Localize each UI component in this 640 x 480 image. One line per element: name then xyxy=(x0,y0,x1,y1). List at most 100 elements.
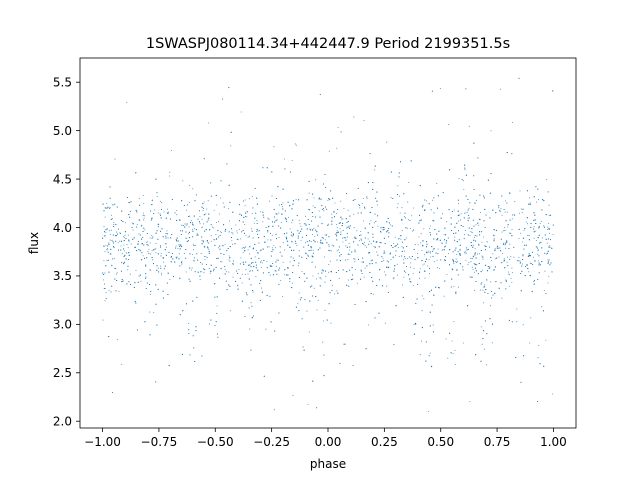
data-point xyxy=(505,220,507,222)
data-point xyxy=(367,232,369,234)
data-point xyxy=(126,244,128,246)
data-point xyxy=(289,205,291,207)
data-point xyxy=(255,249,257,251)
data-point xyxy=(473,142,475,144)
data-point xyxy=(346,221,348,224)
data-point xyxy=(369,271,371,274)
data-point xyxy=(411,255,413,258)
data-point xyxy=(340,253,342,256)
data-point xyxy=(311,212,313,214)
data-point xyxy=(124,222,127,224)
data-point xyxy=(292,200,294,202)
data-point xyxy=(472,246,474,248)
data-point xyxy=(319,241,321,243)
data-point xyxy=(155,252,157,254)
data-point xyxy=(336,224,338,226)
data-point xyxy=(295,144,297,146)
data-point xyxy=(112,204,114,206)
data-point xyxy=(123,244,125,246)
data-point xyxy=(241,300,243,302)
data-point xyxy=(468,261,470,263)
data-point xyxy=(123,263,125,265)
data-point xyxy=(463,188,465,190)
data-point xyxy=(123,255,125,258)
data-point xyxy=(513,256,515,258)
data-point xyxy=(500,250,502,252)
data-point xyxy=(455,269,458,271)
data-point xyxy=(242,221,244,223)
data-point xyxy=(550,262,552,264)
data-point xyxy=(157,267,159,269)
data-point xyxy=(501,252,504,255)
data-point xyxy=(368,243,370,245)
data-point xyxy=(345,193,348,195)
data-point xyxy=(413,248,415,251)
data-point xyxy=(464,169,466,171)
data-point xyxy=(495,212,497,214)
data-point xyxy=(268,246,270,248)
data-point xyxy=(294,240,296,242)
data-point xyxy=(304,223,306,225)
data-point xyxy=(203,255,206,257)
data-point xyxy=(262,221,264,223)
data-point xyxy=(336,230,338,232)
data-point xyxy=(254,256,256,258)
data-point xyxy=(436,239,438,241)
data-point xyxy=(468,214,470,216)
data-point xyxy=(199,223,201,225)
data-point xyxy=(273,221,275,223)
data-point xyxy=(151,217,153,219)
data-point xyxy=(141,259,143,261)
data-point xyxy=(298,292,300,294)
data-point xyxy=(517,260,519,262)
data-point xyxy=(348,249,350,251)
data-point xyxy=(266,267,268,269)
data-point xyxy=(333,245,335,247)
data-point xyxy=(116,206,118,208)
data-point xyxy=(330,190,332,192)
data-point xyxy=(323,375,325,377)
data-point xyxy=(419,354,421,356)
data-point xyxy=(480,360,482,362)
data-point xyxy=(282,261,284,263)
data-point xyxy=(213,209,215,211)
data-point xyxy=(128,202,130,204)
data-point xyxy=(204,258,206,261)
data-point xyxy=(284,269,286,271)
data-point xyxy=(316,309,318,311)
data-point xyxy=(290,249,293,251)
data-point xyxy=(275,265,277,267)
data-point xyxy=(115,231,118,233)
data-point xyxy=(263,236,265,238)
data-point xyxy=(142,219,145,221)
data-point xyxy=(331,217,333,219)
data-point xyxy=(376,251,378,253)
data-point xyxy=(350,279,353,281)
data-point xyxy=(518,77,520,79)
data-point xyxy=(147,251,149,253)
data-point xyxy=(111,264,113,266)
data-point xyxy=(404,256,406,258)
data-point xyxy=(395,245,397,247)
data-point xyxy=(222,202,224,204)
data-point xyxy=(431,366,433,368)
data-point xyxy=(483,284,486,286)
data-point xyxy=(457,274,459,276)
data-point xyxy=(425,341,427,343)
data-point xyxy=(201,240,203,242)
data-point xyxy=(457,199,459,201)
data-point xyxy=(491,342,493,344)
data-point xyxy=(102,279,104,281)
data-point xyxy=(176,237,178,239)
data-point xyxy=(330,271,332,273)
data-point xyxy=(194,245,196,247)
data-point xyxy=(180,233,182,236)
data-point xyxy=(286,274,288,276)
data-point xyxy=(448,209,450,211)
data-point xyxy=(228,259,230,261)
data-point xyxy=(126,283,128,285)
data-point xyxy=(308,180,310,182)
data-point xyxy=(447,357,449,359)
data-point xyxy=(485,264,487,267)
data-point xyxy=(194,271,196,273)
